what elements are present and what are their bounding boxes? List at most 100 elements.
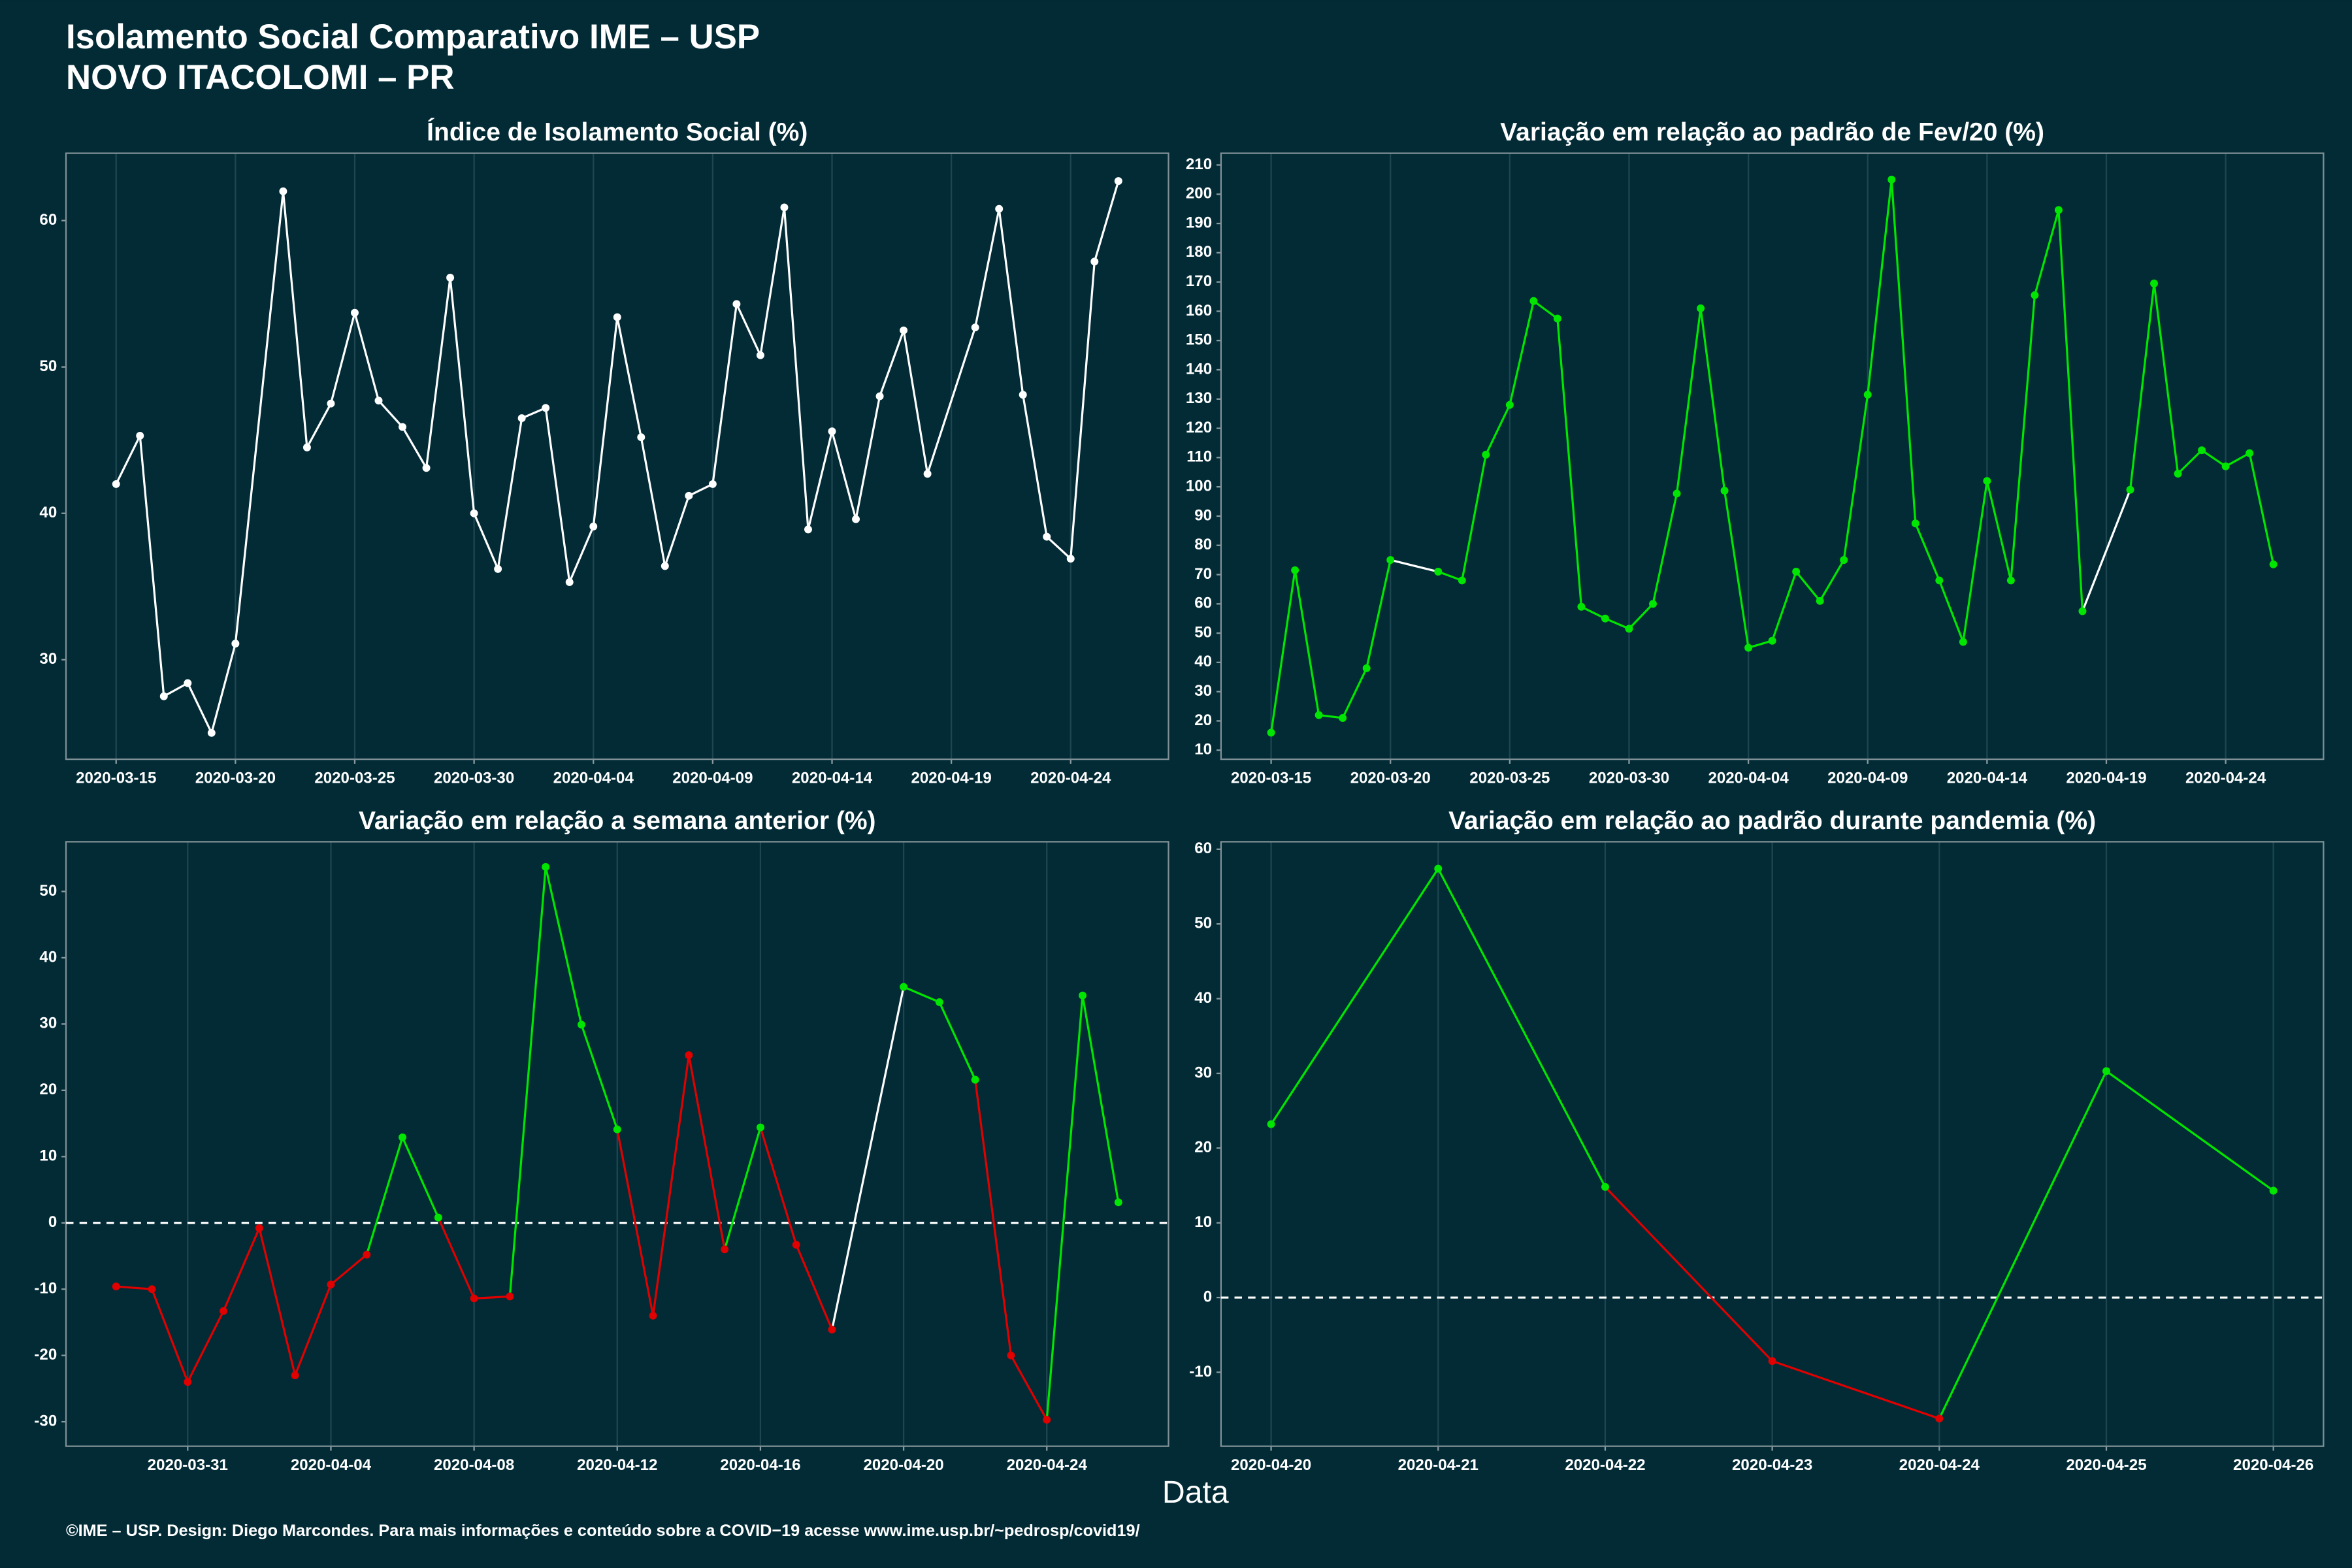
line-segment [258, 1228, 297, 1376]
x-tick-label: 2020-04-04 [291, 1456, 372, 1474]
point [422, 464, 431, 472]
point [1482, 450, 1490, 459]
panel-title: Variação em relação ao padrão de Fev/20 … [1500, 118, 2044, 146]
line-segment [1985, 480, 2012, 581]
y-tick-label: 90 [1194, 506, 1212, 524]
line-segment [163, 682, 189, 698]
line-segment [365, 1137, 404, 1255]
line-segment [1046, 536, 1071, 560]
y-tick-label: -10 [1189, 1363, 1212, 1380]
x-tick-label: 2020-04-19 [2066, 769, 2146, 787]
point [184, 1378, 192, 1386]
x-tick-label: 2020-04-09 [672, 769, 753, 787]
line-segment [616, 1129, 655, 1316]
line-segment [294, 1284, 332, 1376]
y-tick-label: 30 [39, 650, 57, 668]
point [434, 1213, 442, 1222]
point [1458, 576, 1466, 585]
point [1673, 489, 1681, 498]
line-segment [378, 400, 404, 428]
line-segment [1484, 404, 1511, 455]
point [1816, 596, 1824, 605]
point [613, 313, 621, 321]
point [1720, 486, 1729, 495]
line-segment [210, 643, 237, 734]
x-tick-label: 2020-04-14 [1947, 769, 2028, 787]
line-segment [544, 866, 583, 1025]
point [1267, 1120, 1275, 1128]
x-tick-label: 2020-04-24 [1007, 1456, 1088, 1474]
point [756, 1123, 764, 1132]
y-tick-label: 50 [1194, 623, 1212, 641]
y-tick-label: -10 [34, 1280, 57, 1298]
line-segment [1022, 394, 1048, 537]
point [2031, 291, 2039, 299]
x-tick-label: 2020-04-16 [720, 1456, 800, 1474]
line-segment [2248, 453, 2275, 565]
x-tick-label: 2020-04-24 [1030, 769, 1111, 787]
line-segment [1867, 179, 1893, 395]
y-tick-label: 20 [1194, 1139, 1212, 1156]
line-segment [2201, 449, 2227, 468]
point [220, 1307, 228, 1315]
line-segment [330, 1254, 368, 1286]
line-segment [855, 396, 881, 519]
y-tick-label: 40 [39, 504, 57, 521]
point [828, 427, 836, 436]
point [1768, 636, 1776, 645]
panel-title: Índice de Isolamento Social (%) [427, 118, 808, 146]
line-segment [568, 526, 595, 583]
point [935, 998, 943, 1006]
point [2054, 206, 2063, 214]
point [900, 326, 908, 335]
line-segment [711, 304, 738, 485]
x-tick-label: 2020-04-26 [2233, 1456, 2313, 1474]
y-tick-label: 0 [1203, 1288, 1212, 1305]
line-segment [687, 1054, 726, 1250]
point [1792, 568, 1801, 576]
point [828, 1326, 836, 1334]
y-tick-label: 120 [1186, 419, 1212, 436]
line-segment [580, 1024, 619, 1130]
y-tick-label: 40 [39, 948, 57, 966]
x-tick-label: 2020-04-20 [1231, 1456, 1311, 1474]
line-segment [521, 406, 546, 419]
point [792, 1241, 800, 1249]
line-segment [1461, 454, 1487, 581]
line-segment [1437, 868, 1607, 1188]
y-tick-label: 150 [1186, 331, 1212, 349]
line-segment [1580, 606, 1606, 620]
point [1625, 625, 1633, 633]
point [1090, 257, 1099, 266]
point [852, 515, 860, 523]
line-segment [1270, 868, 1439, 1125]
y-tick-label: 100 [1186, 478, 1212, 495]
line-segment [544, 408, 571, 583]
point [1935, 1414, 1944, 1423]
x-tick-label: 2020-04-24 [1899, 1456, 1980, 1474]
y-tick-label: 180 [1186, 243, 1212, 261]
point [1505, 400, 1514, 409]
y-tick-label: 30 [1194, 682, 1212, 700]
x-tick-label: 2020-04-08 [434, 1456, 514, 1474]
line-segment [1723, 490, 1750, 648]
line-segment [2225, 452, 2250, 468]
x-tick-label: 2020-03-25 [1469, 769, 1550, 787]
point [470, 1294, 478, 1303]
footer: ©IME – USP. Design: Diego Marcondes. Par… [66, 1522, 1140, 1540]
line-segment [688, 483, 713, 497]
panel-title: Variação em relação a semana anterior (%… [359, 807, 876, 835]
y-tick-label: 10 [1194, 741, 1212, 759]
point [637, 433, 645, 442]
point [1339, 713, 1347, 722]
point [1315, 711, 1323, 719]
main-title: Isolamento Social Comparativo IME – USP [66, 18, 760, 56]
line-segment [783, 207, 809, 530]
y-tick-label: 130 [1186, 389, 1212, 407]
x-tick-label: 2020-04-24 [2185, 769, 2266, 787]
point [542, 404, 550, 412]
line-segment [759, 1127, 798, 1245]
line-segment [186, 1310, 225, 1382]
point [363, 1250, 371, 1259]
